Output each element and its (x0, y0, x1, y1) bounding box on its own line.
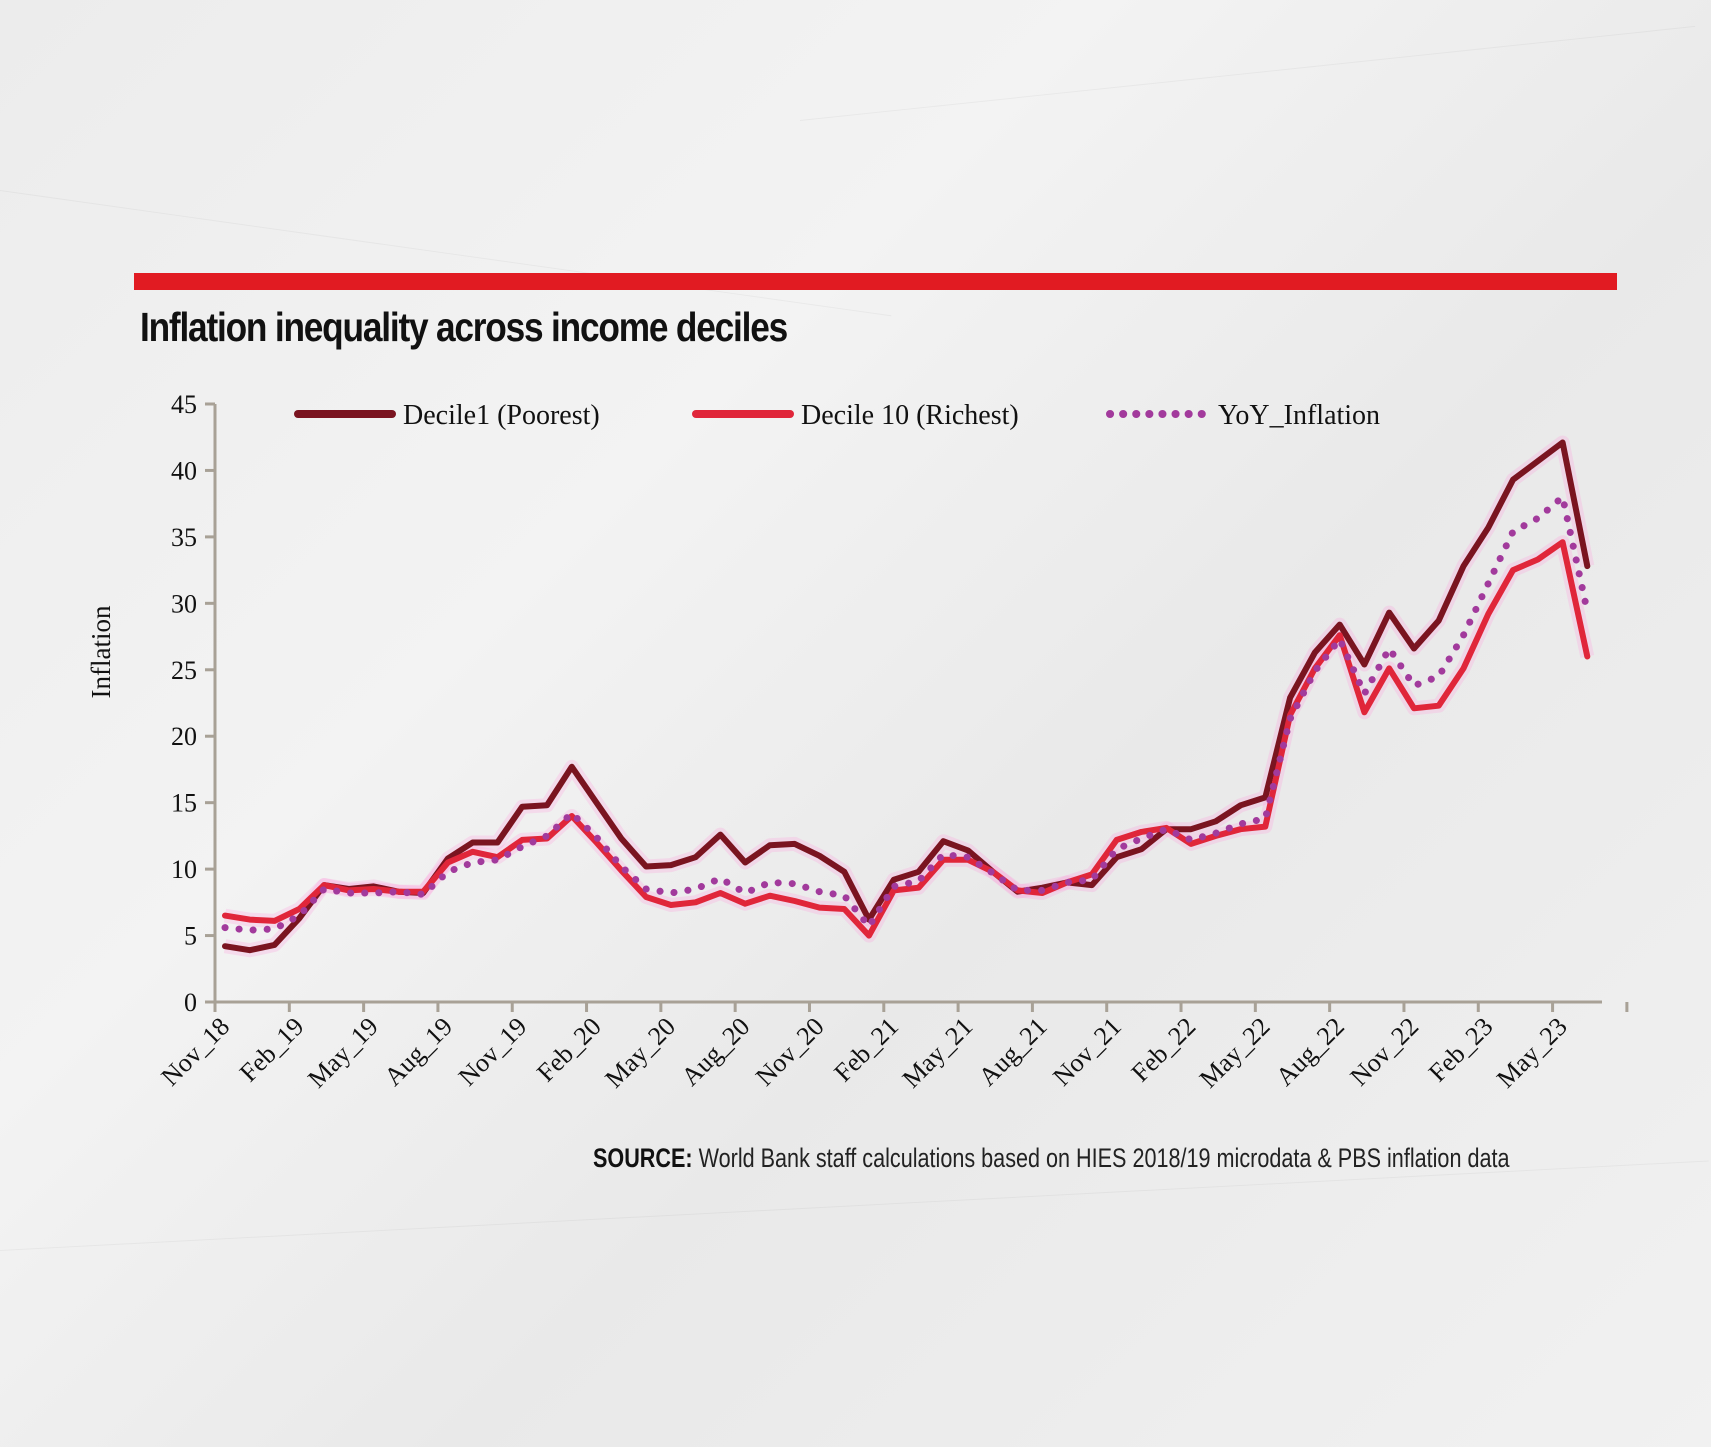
series-line-decile1 (222, 439, 1591, 954)
chart-title: Inflation inequality across income decil… (140, 304, 788, 350)
legend-label: Decile 10 (Richest) (801, 400, 1019, 431)
y-tick-label: 30 (171, 589, 197, 618)
x-tick-label: Nov_19 (453, 1012, 533, 1092)
x-tick-label: May_19 (302, 1012, 384, 1094)
x-tick-label: Feb_19 (234, 1012, 310, 1088)
x-tick-label: Feb_21 (828, 1012, 904, 1088)
x-tick-label: May_21 (897, 1012, 979, 1094)
legend: Decile1 (Poorest) Decile 10 (Richest) YoY_… (294, 400, 1380, 431)
source-label: SOURCE: (593, 1143, 693, 1173)
x-tick-label: Nov_21 (1047, 1012, 1127, 1092)
series-lines (221, 435, 1595, 958)
y-tick-label: 20 (171, 722, 197, 751)
x-tick-label: May_22 (1194, 1012, 1276, 1094)
y-tick-label: 10 (171, 855, 197, 884)
x-tick-label: Nov_22 (1344, 1012, 1424, 1092)
x-tick-label: May_23 (1491, 1012, 1573, 1094)
legend-label: YoY_Inflation (1218, 400, 1380, 431)
x-tick-label: Aug_20 (676, 1012, 756, 1092)
x-tick-label: Nov_18 (155, 1012, 235, 1092)
y-tick-label: 45 (171, 390, 197, 419)
x-tick-label: Aug_22 (1270, 1012, 1350, 1092)
x-tick-label: May_20 (599, 1012, 681, 1094)
accent-bar (134, 273, 1617, 290)
y-tick-label: 25 (171, 656, 197, 685)
y-tick-label: 0 (184, 988, 197, 1017)
axes (205, 404, 1602, 1004)
x-tick-label: Feb_22 (1126, 1012, 1202, 1088)
legend-label: Decile1 (Poorest) (403, 400, 600, 431)
source-note: SOURCE: World Bank staff calculations ba… (593, 1143, 1510, 1174)
x-tick-label: Aug_19 (378, 1012, 458, 1092)
x-tick-label: Nov_20 (750, 1012, 830, 1092)
y-axis-ticks: 0 5 10 15 20 25 30 35 40 45 (171, 390, 215, 1017)
y-axis-title: Inflation (86, 605, 116, 698)
series-line-decile10 (222, 539, 1591, 939)
x-tick-label: Feb_20 (531, 1012, 607, 1088)
x-tick-label: Aug_21 (973, 1012, 1053, 1092)
source-text: World Bank staff calculations based on H… (698, 1143, 1510, 1173)
y-tick-label: 40 (171, 456, 197, 485)
series-line-yoy-inflation (221, 493, 1591, 934)
x-axis-ticks: Nov_18Feb_19May_19Aug_19Nov_19Feb_20May_… (155, 1002, 1629, 1094)
x-tick-label: Feb_23 (1423, 1012, 1499, 1088)
y-tick-label: 5 (184, 922, 197, 951)
y-tick-label: 35 (171, 523, 197, 552)
y-tick-label: 15 (171, 789, 197, 818)
